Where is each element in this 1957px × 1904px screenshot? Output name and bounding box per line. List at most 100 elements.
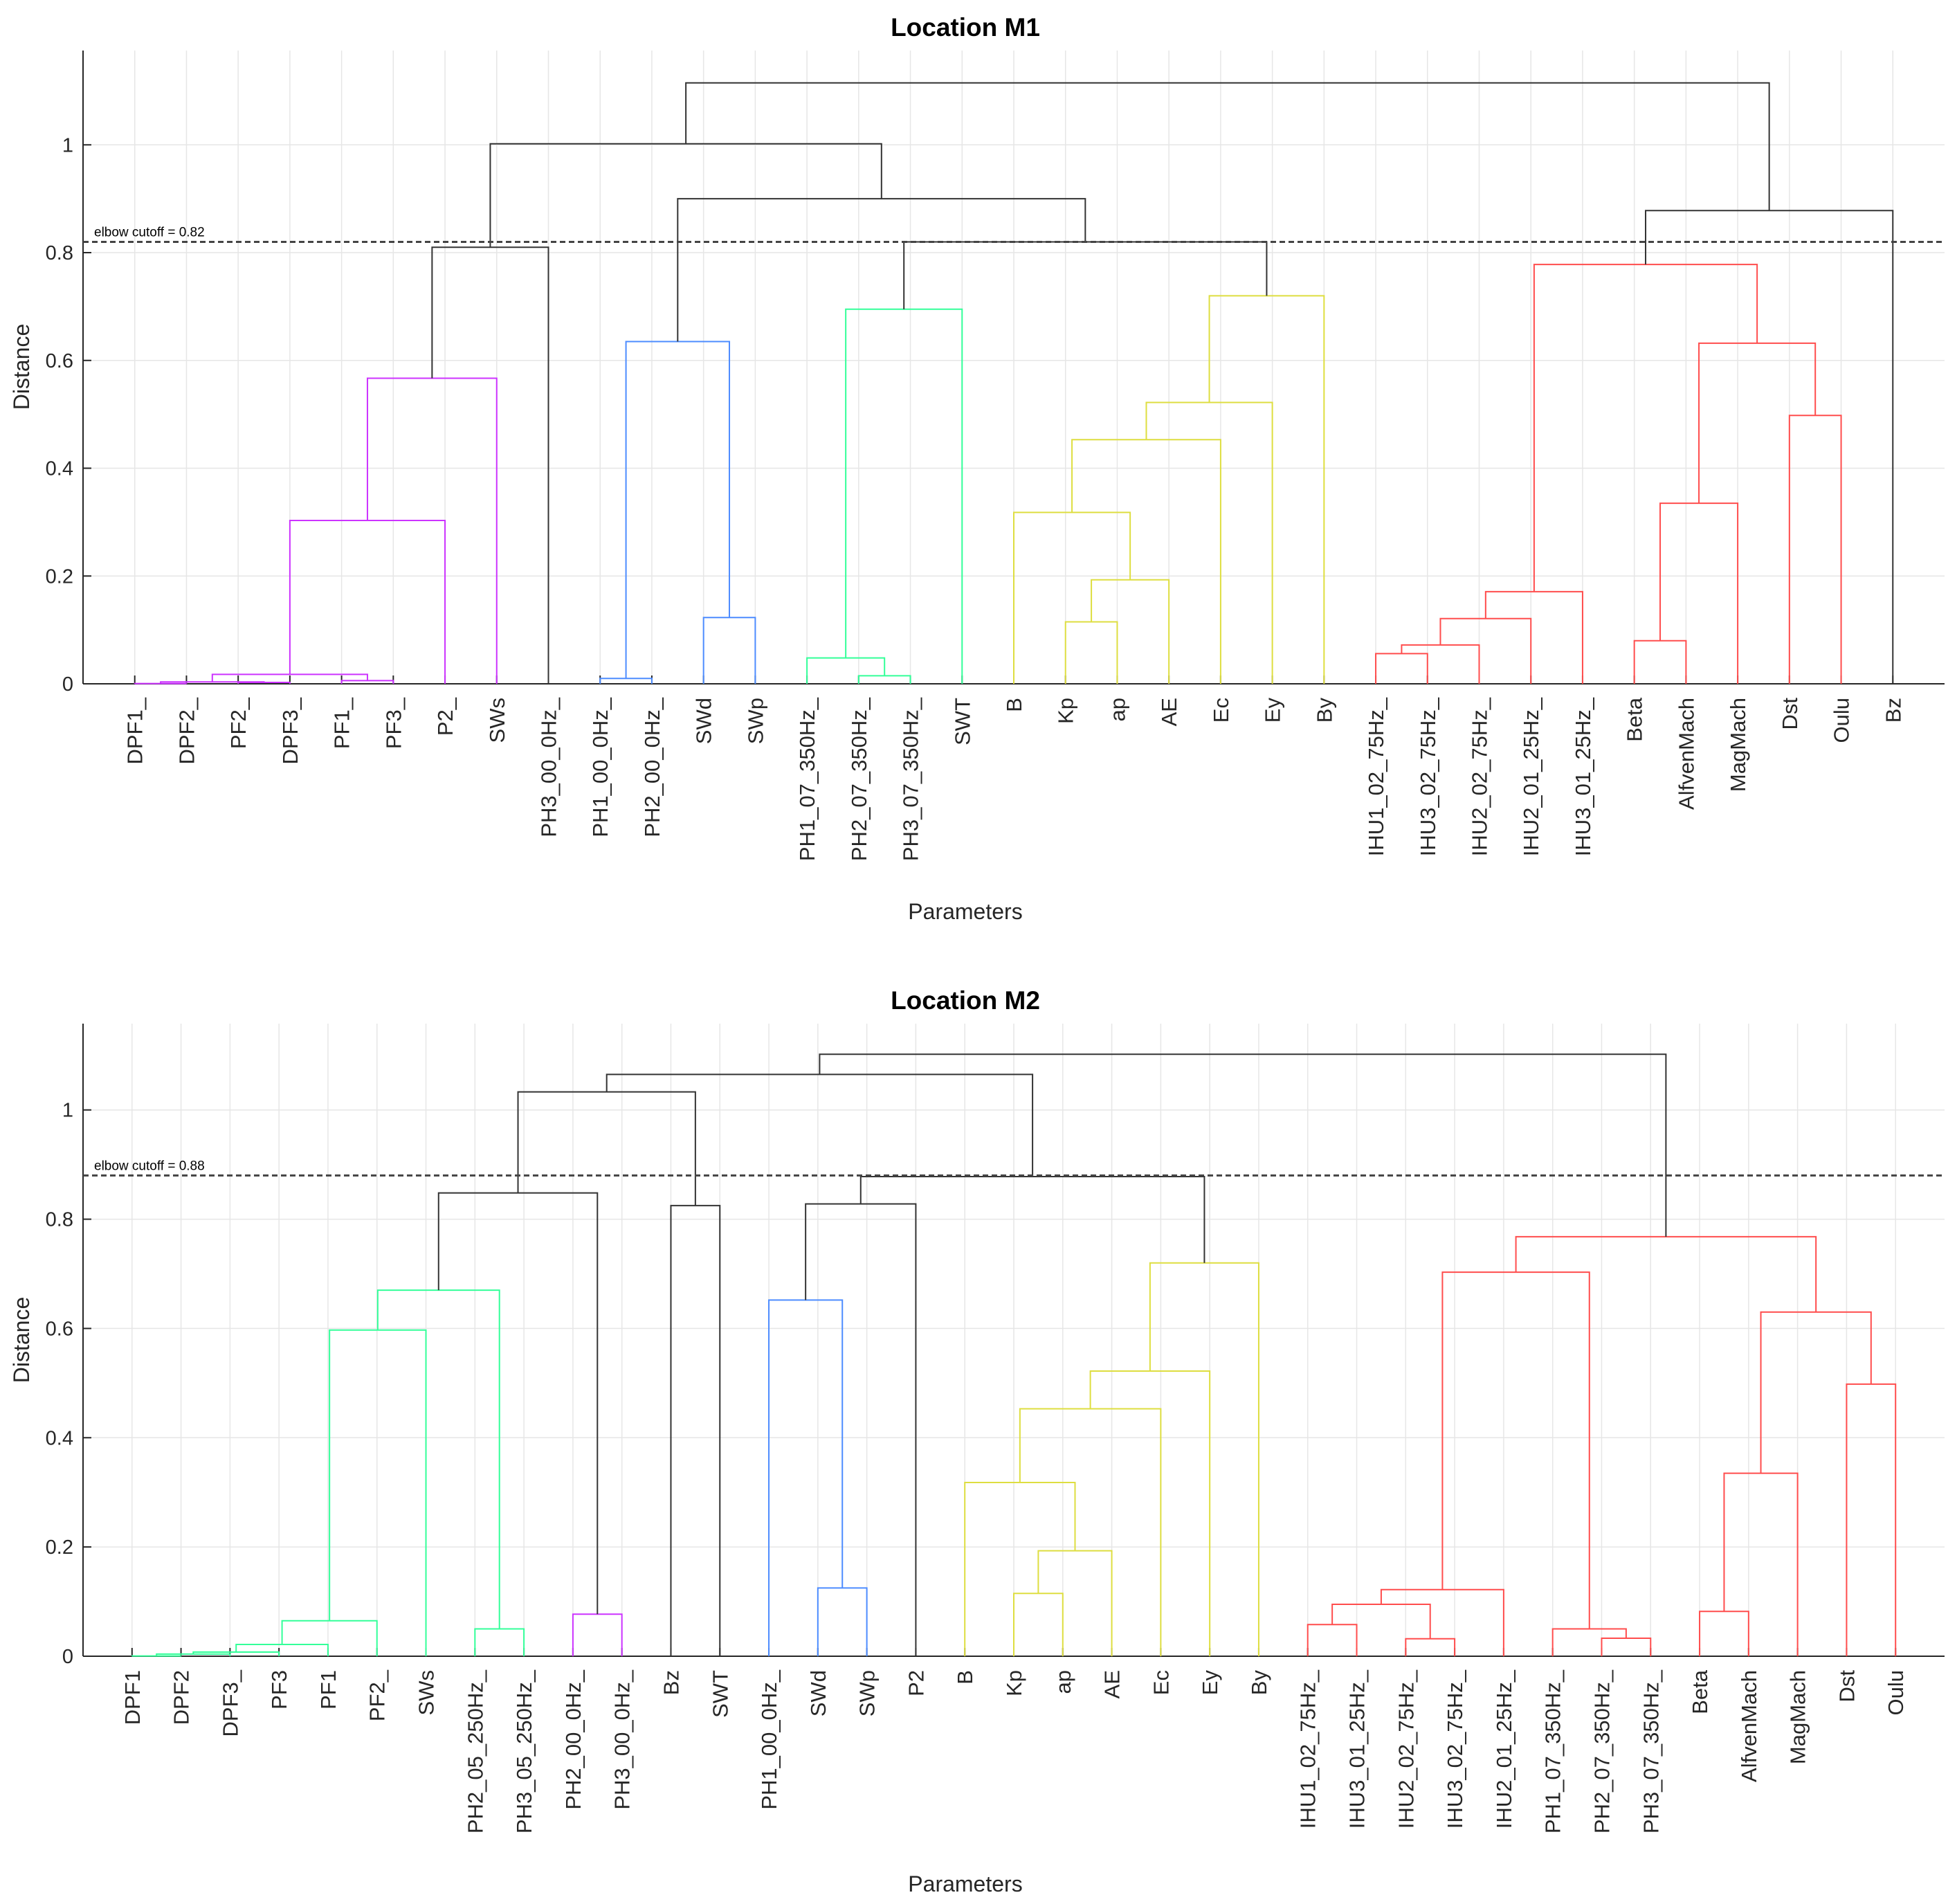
dendrogram-link (845, 308, 963, 684)
leaf-label: PH2_00_0Hz_ (640, 697, 664, 837)
leaf-label: By (1312, 698, 1336, 723)
leaf-label: SWT (708, 1670, 732, 1718)
dendrogram-link (677, 198, 1086, 342)
leaf-label: DPF2 (170, 1670, 194, 1725)
y-tick-label: 1 (62, 134, 73, 156)
leaf-label: SWp (855, 1670, 880, 1716)
leaf-label: PH3_00_0Hz_ (537, 697, 561, 837)
y-tick-label: 0.2 (46, 1536, 73, 1559)
dendrogram-link (474, 1628, 525, 1656)
leaf-label: IHU3_01_25Hz_ (1345, 1669, 1369, 1829)
dendrogram-link (1601, 1637, 1652, 1656)
dendrogram-link (1307, 1624, 1358, 1656)
dendrogram-link (1484, 590, 1583, 684)
leaf-label: Ey (1198, 1670, 1222, 1696)
dendrogram-link (289, 520, 446, 684)
dendrogram-link (1723, 1472, 1799, 1656)
y-tick-label: 0.6 (46, 350, 73, 372)
leaf-label: IHU3_01_25Hz_ (1571, 697, 1595, 856)
leaf-label: AlfvenMach (1674, 698, 1698, 810)
y-tick-label: 0.2 (46, 565, 73, 588)
dendrogram-link (1089, 1370, 1211, 1656)
dendrogram-link (817, 1587, 868, 1656)
leaf-label: PH2_00_0Hz_ (561, 1669, 585, 1809)
dendrogram-link (1071, 439, 1221, 684)
y-tick-label: 0.8 (46, 242, 73, 264)
leaf-label: Ec (1209, 698, 1233, 723)
leaf-label: Ey (1261, 698, 1285, 723)
dendrogram-link (431, 246, 549, 684)
dendrogram-link (1439, 617, 1532, 684)
leaf-label: Oulu (1830, 698, 1854, 743)
leaf-label: IHU3_02_75Hz_ (1416, 697, 1440, 856)
dendrogram-link (857, 675, 911, 684)
leaf-label: SWT (950, 698, 974, 745)
y-tick-label: 0 (62, 673, 73, 696)
leaf-label: PH1_00_0Hz_ (757, 1669, 781, 1809)
leaf-label: IHU2_02_75Hz_ (1394, 1669, 1418, 1829)
leaf-label: PF2_ (365, 1669, 390, 1721)
leaf-label: IHU1_02_75Hz_ (1364, 697, 1388, 856)
dendrogram-link (281, 1620, 378, 1656)
leaf-label: ap (1105, 698, 1129, 721)
y-tick-label: 1 (62, 1100, 73, 1122)
dendrogram-link (437, 1192, 599, 1615)
leaf-label: PF3 (267, 1670, 291, 1710)
leaf-label: DPF3_ (218, 1669, 242, 1737)
chart-2: 0 0.2 0.4 0.6 0.8 1 DPF1 DPF2 DPF3_ PF3 PF1 PF2_ SWs… (9, 986, 1945, 1896)
leaf-label: AlfvenMach (1737, 1670, 1761, 1782)
dendrogram-link (1645, 210, 1894, 684)
leaf-label: PF2_ (226, 697, 251, 749)
dendrogram-link (625, 341, 731, 679)
leaf-label: PH2_05_250Hz_ (463, 1669, 487, 1833)
dendrogram-link (1037, 1550, 1113, 1656)
leaf-label: ap (1051, 1670, 1075, 1694)
dendrogram-link (903, 241, 1268, 309)
leaf-label: B (953, 1670, 977, 1685)
leaf-label: AE (1157, 698, 1181, 726)
dendrogram-link (572, 1613, 623, 1656)
leaf-label: Oulu (1884, 1670, 1908, 1715)
leaf-label: Beta (1688, 1669, 1712, 1714)
dendrogram-link (517, 1091, 696, 1206)
leaf-label: IHU3_02_75Hz_ (1443, 1669, 1467, 1829)
leaf-label: MagMach (1786, 1670, 1810, 1764)
dendrogram-link (1533, 264, 1758, 592)
dendrogram-link (599, 678, 653, 684)
dendrogram-link (1760, 1311, 1872, 1474)
leaf-label: DPF3_ (278, 697, 302, 764)
dendrogram-link (1401, 644, 1480, 684)
dendrogram-link (1405, 1638, 1456, 1656)
dendrogram-link (768, 1299, 844, 1656)
dendrogram-link (366, 377, 498, 684)
leaf-label: PH2_07_350Hz_ (1590, 1669, 1614, 1833)
leaf-label: PH1_07_350Hz_ (1541, 1669, 1565, 1833)
leaf-label: AE (1100, 1670, 1125, 1698)
chart-1: 0 0.2 0.4 0.6 0.8 1 DPF1_ DPF2_ PF2_ DPF3_ PF1_ PF3… (9, 13, 1945, 924)
dendrogram-link (376, 1289, 500, 1629)
dendrogram-link (1013, 1593, 1064, 1656)
dendrogram-link (1064, 621, 1118, 684)
leaf-label: IHU2_02_75Hz_ (1468, 697, 1492, 856)
dendrogram-link (340, 680, 394, 684)
leaf-label: PH3_07_350Hz_ (899, 697, 923, 861)
leaf-label: Kp (1002, 1670, 1026, 1696)
dendrogram-link (1380, 1588, 1504, 1656)
dendrogram-link (1208, 295, 1325, 684)
leaf-label: P2_ (433, 697, 457, 736)
dendrogram-link (859, 1176, 1205, 1263)
leaf-label: Ec (1149, 1670, 1173, 1695)
dendrogram-link (685, 82, 1770, 211)
dendrogram-link (1441, 1271, 1590, 1629)
leaf-label: B (1002, 698, 1026, 712)
dendrogram-link (329, 1329, 427, 1656)
dendrogram-link (1633, 640, 1687, 684)
dendrogram-link (1515, 1235, 1817, 1312)
leaf-label: PF3_ (381, 697, 406, 749)
x-axis-label: Parameters (908, 899, 1022, 924)
y-tick-label: 0.4 (46, 1427, 73, 1449)
y-tick-label: 0.4 (46, 458, 73, 480)
dendrogram-link (1846, 1383, 1897, 1656)
leaf-label: Dst (1778, 698, 1802, 730)
leaf-label: SWs (415, 1670, 439, 1715)
